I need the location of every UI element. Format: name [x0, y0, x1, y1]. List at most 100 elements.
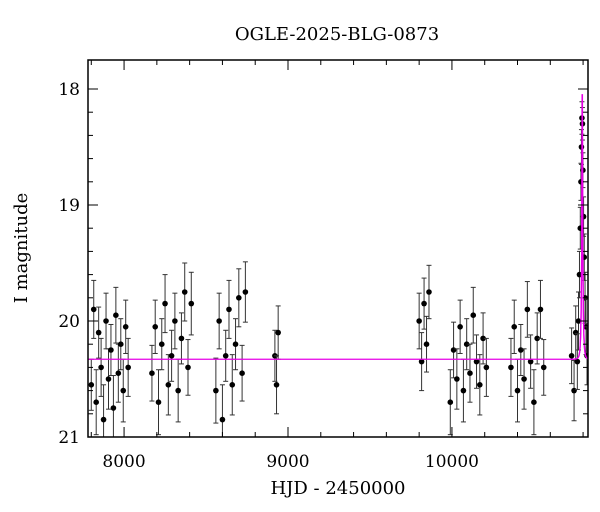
data-point [110, 375, 117, 437]
point-marker [521, 376, 527, 382]
y-tick-label: 18 [58, 80, 80, 100]
data-point [213, 357, 219, 424]
model-curve [88, 94, 588, 360]
data-point [480, 312, 486, 365]
point-marker [467, 370, 473, 377]
data-point [470, 286, 477, 344]
point-marker [517, 347, 524, 353]
point-marker [537, 306, 544, 313]
point-marker [168, 353, 175, 359]
point-marker [524, 306, 531, 313]
point-marker [105, 376, 112, 382]
data-point [172, 292, 178, 350]
point-marker [463, 341, 470, 348]
data-point [152, 299, 159, 354]
point-marker [98, 364, 104, 371]
point-marker [571, 387, 577, 394]
point-marker [421, 300, 427, 307]
data-point [93, 369, 99, 436]
data-point [527, 334, 534, 389]
point-marker [149, 370, 155, 377]
point-marker [88, 382, 95, 388]
point-marker [90, 306, 97, 313]
point-marker [450, 347, 457, 353]
data-point [416, 292, 422, 350]
data-point [239, 344, 245, 402]
point-marker [229, 382, 236, 388]
point-marker [473, 358, 480, 365]
point-marker [110, 405, 117, 411]
data-point [531, 369, 537, 436]
point-marker [426, 289, 432, 295]
data-point [90, 279, 97, 339]
y-axis-label: I magnitude [11, 193, 32, 304]
point-marker [213, 387, 219, 394]
data-point [524, 281, 531, 338]
data-point [178, 312, 185, 365]
data-point [511, 299, 518, 354]
data-point [103, 292, 109, 350]
data-point [467, 343, 473, 403]
data-point [463, 318, 470, 371]
point-marker [275, 329, 281, 336]
data-point [540, 339, 547, 396]
point-marker [454, 376, 460, 382]
data-point [149, 344, 155, 402]
data-point [460, 358, 467, 423]
point-marker [95, 329, 102, 336]
point-marker [574, 358, 581, 365]
data-point [181, 262, 188, 322]
point-marker [232, 341, 239, 348]
x-axis-label: HJD - 2450000 [270, 478, 405, 499]
point-marker [93, 399, 99, 406]
data-point [483, 337, 490, 397]
x-tick-label: 9000 [266, 452, 309, 472]
point-marker [219, 416, 226, 423]
point-marker [181, 289, 188, 295]
data-point [113, 286, 119, 344]
point-marker [120, 387, 127, 394]
data-point [426, 264, 432, 320]
point-marker [175, 387, 181, 394]
point-marker [125, 364, 131, 371]
data-point [155, 369, 162, 436]
data-point [185, 339, 191, 396]
data-point [423, 315, 430, 373]
data-point [175, 358, 181, 423]
data-point [122, 299, 129, 354]
data-point [216, 292, 222, 350]
data-point [275, 305, 281, 360]
point-marker [185, 364, 191, 371]
point-marker [477, 382, 483, 388]
data-point [236, 268, 242, 328]
point-marker [155, 399, 162, 406]
data-point [508, 337, 514, 397]
data-point [521, 348, 527, 410]
point-marker [236, 295, 242, 301]
point-marker [162, 300, 168, 307]
point-marker [416, 318, 422, 324]
data-point [514, 358, 521, 423]
data-point [125, 337, 131, 397]
y-axis-ticks: 18 19 20 21 [58, 80, 588, 448]
data-point [188, 271, 195, 336]
point-marker [483, 364, 490, 371]
data-point [117, 318, 124, 371]
data-point [273, 355, 280, 415]
data-point [568, 327, 575, 385]
data-point [574, 333, 581, 390]
point-marker [122, 324, 129, 330]
data-point [120, 358, 127, 423]
point-marker [511, 324, 518, 330]
point-marker [103, 318, 109, 324]
point-marker [152, 324, 159, 330]
model-line-peak [572, 94, 588, 360]
data-point [447, 369, 454, 436]
data-points [88, 101, 588, 437]
point-marker [158, 341, 165, 348]
y-tick-label: 20 [58, 312, 80, 332]
data-point [537, 279, 544, 339]
point-marker [423, 341, 430, 348]
point-marker [470, 312, 477, 319]
